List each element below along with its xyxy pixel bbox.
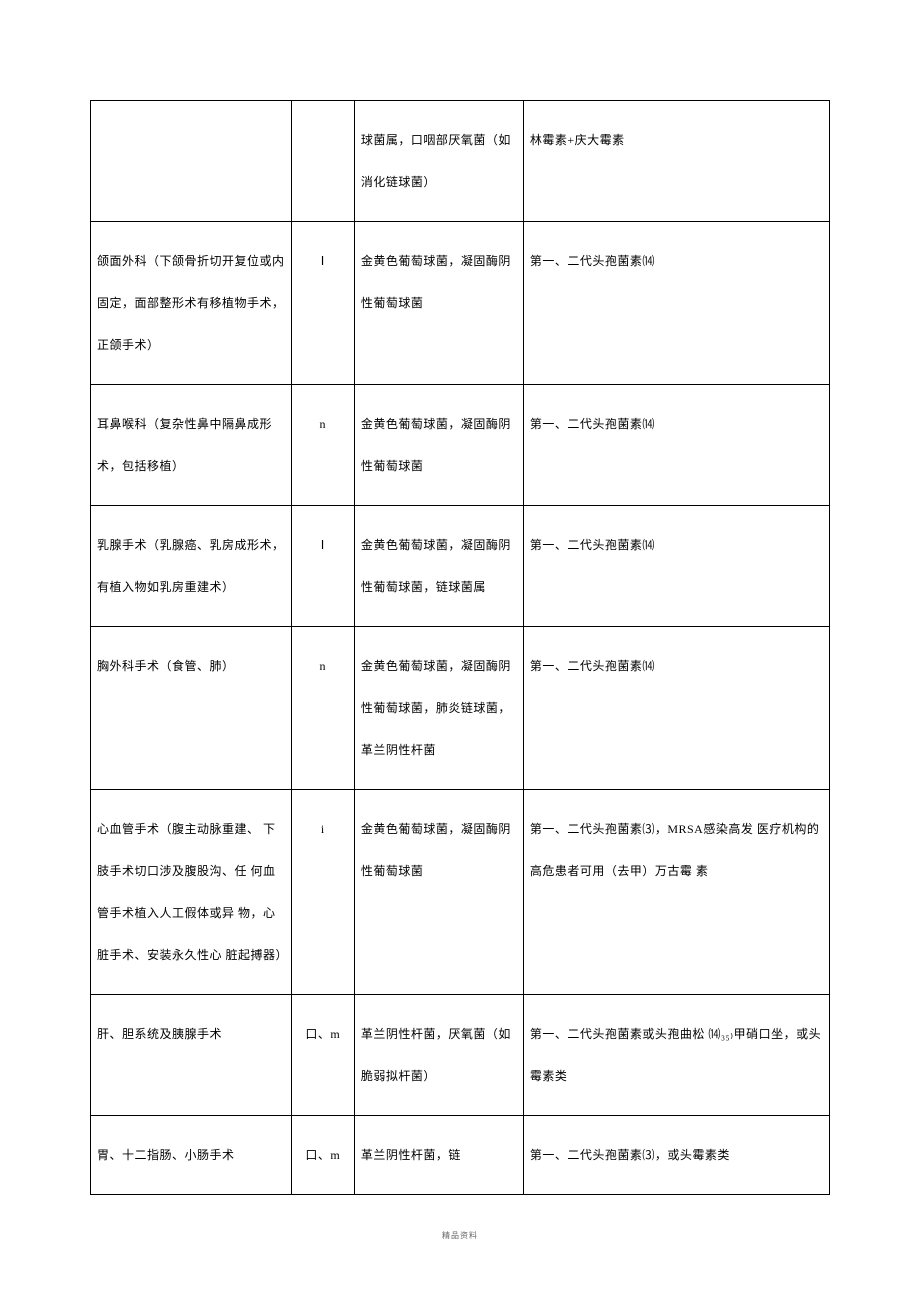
table-row: 胃、十二指肠、小肠手术 口、m 革兰阴性杆菌，链 第一、二代头孢菌素⑶，或头霉素…	[91, 1116, 830, 1195]
cell-procedure: 肝、胆系统及胰腺手术	[91, 995, 291, 1073]
cell-procedure: 乳腺手术（乳腺癌、乳房成形术，有植入物如乳房重建术）	[91, 506, 291, 626]
cell-antibiotics: 第一、二代头孢菌素⒁	[524, 627, 829, 705]
cell-procedure: 胸外科手术（食管、肺）	[91, 627, 291, 705]
cell-antibiotics: 第一、二代头孢菌素或头孢曲松 ⒁₃₅₎甲硝口坐，或头霉素类	[524, 995, 829, 1115]
footer-label: 精品资料	[90, 1230, 830, 1241]
cell-category: 口、m	[292, 1116, 354, 1194]
table-row: 肝、胆系统及胰腺手术 口、m 革兰阴性杆菌，厌氧菌（如脆弱拟杆菌） 第一、二代头…	[91, 995, 830, 1116]
cell-antibiotics: 第一、二代头孢菌素⑶，或头霉素类	[524, 1116, 829, 1194]
cell-procedure: 心血管手术（腹主动脉重建、 下肢手术切口涉及腹股沟、任 何血管手术植入人工假体或…	[91, 790, 291, 994]
table-row: 球菌属，口咽部厌氧菌（如消化链球菌） 林霉素+庆大霉素	[91, 101, 830, 222]
cell-pathogens: 金黄色葡萄球菌，凝固酶阴性葡萄球菌	[355, 790, 523, 910]
cell-category: i	[292, 790, 354, 868]
cell-category: Ⅰ	[292, 506, 354, 584]
cell-antibiotics: 林霉素+庆大霉素	[524, 101, 829, 179]
cell-antibiotics: 第一、二代头孢菌素⒁	[524, 222, 829, 300]
table-row: 颌面外科（下颌骨折切开复位或内固定，面部整形术有移植物手术，正颌手术） Ⅰ 金黄…	[91, 222, 830, 385]
cell-category: n	[292, 385, 354, 463]
cell-pathogens: 金黄色葡萄球菌，凝固酶阴性葡萄球菌	[355, 385, 523, 505]
table-row: 乳腺手术（乳腺癌、乳房成形术，有植入物如乳房重建术） Ⅰ 金黄色葡萄球菌，凝固酶…	[91, 506, 830, 627]
table-body: 球菌属，口咽部厌氧菌（如消化链球菌） 林霉素+庆大霉素 颌面外科（下颌骨折切开复…	[91, 101, 830, 1195]
cell-procedure: 耳鼻喉科（复杂性鼻中隔鼻成形术，包括移植）	[91, 385, 291, 505]
cell-antibiotics: 第一、二代头孢菌素⑶，MRSA感染高发 医疗机构的高危患者可用（去甲）万古霉 素	[524, 790, 829, 910]
cell-pathogens: 革兰阴性杆菌，链	[355, 1116, 523, 1194]
cell-pathogens: 金黄色葡萄球菌，凝固酶阴性葡萄球菌，肺炎链球菌，革兰阴性杆菌	[355, 627, 523, 789]
cell-procedure	[91, 101, 291, 137]
cell-procedure: 颌面外科（下颌骨折切开复位或内固定，面部整形术有移植物手术，正颌手术）	[91, 222, 291, 384]
cell-category: 口、m	[292, 995, 354, 1073]
cell-pathogens: 金黄色葡萄球菌，凝固酶阴性葡萄球菌，链球菌属	[355, 506, 523, 626]
cell-antibiotics: 第一、二代头孢菌素⒁	[524, 385, 829, 463]
cell-category: Ⅰ	[292, 222, 354, 300]
cell-pathogens: 球菌属，口咽部厌氧菌（如消化链球菌）	[355, 101, 523, 221]
table-row: 耳鼻喉科（复杂性鼻中隔鼻成形术，包括移植） n 金黄色葡萄球菌，凝固酶阴性葡萄球…	[91, 385, 830, 506]
cell-procedure: 胃、十二指肠、小肠手术	[91, 1116, 291, 1194]
cell-antibiotics: 第一、二代头孢菌素⒁	[524, 506, 829, 584]
table-row: 心血管手术（腹主动脉重建、 下肢手术切口涉及腹股沟、任 何血管手术植入人工假体或…	[91, 790, 830, 995]
medical-procedures-table: 球菌属，口咽部厌氧菌（如消化链球菌） 林霉素+庆大霉素 颌面外科（下颌骨折切开复…	[90, 100, 830, 1195]
cell-pathogens: 金黄色葡萄球菌，凝固酶阴性葡萄球菌	[355, 222, 523, 342]
cell-category	[292, 101, 354, 137]
table-row: 胸外科手术（食管、肺） n 金黄色葡萄球菌，凝固酶阴性葡萄球菌，肺炎链球菌，革兰…	[91, 627, 830, 790]
cell-category: n	[292, 627, 354, 705]
cell-pathogens: 革兰阴性杆菌，厌氧菌（如脆弱拟杆菌）	[355, 995, 523, 1115]
